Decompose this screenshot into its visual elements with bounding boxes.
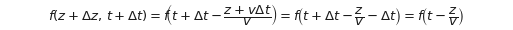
Text: $f(z + \Delta z,\, t + \Delta t) = f\!\left(t + \Delta t - \dfrac{z + v\Delta t}: $f(z + \Delta z,\, t + \Delta t) = f\!\l… [48,2,465,28]
